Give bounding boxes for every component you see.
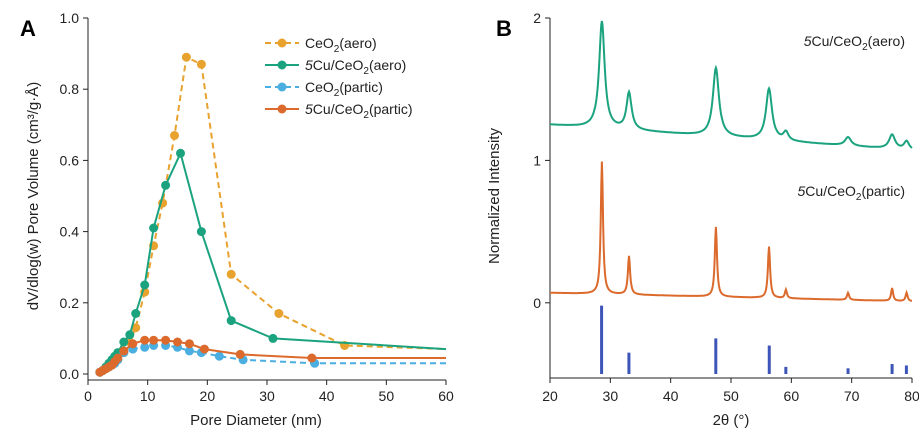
- panel-b-y-tick-label: 1: [533, 152, 541, 168]
- panel-b-y-tick-label: 0: [533, 295, 541, 311]
- panel-a-y-tick-label: 0.6: [60, 152, 80, 168]
- legend-entry-label: CeO2(aero): [305, 35, 377, 55]
- panel-a-data-point: [235, 349, 245, 359]
- panel-a-data-point: [196, 59, 206, 69]
- panel-a-x-tick-label: 10: [140, 388, 156, 404]
- panel-a-y-tick-label: 0.2: [60, 295, 80, 311]
- panel-a-chart: A 0 10 20 30 40 50 60 0.0 0.2 0.4 0.6 0.8 1.0 Pore …: [20, 10, 454, 429]
- panel-a-y-tick-label: 0.8: [60, 81, 80, 97]
- panel-b-chart: B 20 30 40 50 60 70 80 0 1 2 2θ (°) Normalized I…: [486, 10, 919, 429]
- panel-a-data-point: [119, 346, 129, 356]
- panel-b-x-tick-label: 60: [784, 388, 800, 404]
- panel-a-data-point: [161, 180, 171, 190]
- panel-a-y-axis-title: dV/dlog(w) Pore Volume (cm³/g·Å): [25, 82, 42, 310]
- panel-a-x-tick-label: 30: [259, 388, 275, 404]
- legend-entry-label: 5Cu/CeO2(partic): [305, 101, 413, 121]
- panel-a-data-point: [176, 148, 185, 158]
- panel-b-x-tick-label: 50: [723, 388, 739, 404]
- panel-b-x-tick-label: 20: [542, 388, 558, 404]
- panel-a-data-point: [184, 339, 194, 349]
- panel-a-data-point: [199, 344, 209, 354]
- panel-a-x-tick-label: 60: [438, 388, 454, 404]
- panel-a-data-point: [184, 346, 194, 356]
- panel-a-data-point: [149, 223, 159, 233]
- panel-a-data-point: [149, 335, 159, 345]
- panel-a-y-tick-label: 0.4: [60, 224, 80, 240]
- panel-a-data-point: [140, 335, 150, 345]
- panel-a-data-point: [113, 353, 123, 363]
- panel-b-y-tick-label: 2: [533, 10, 541, 26]
- panel-a-data-point: [119, 337, 129, 347]
- panel-b-x-tick-label: 70: [844, 388, 860, 404]
- legend-swatch-marker: [277, 60, 287, 70]
- panel-a-data-point: [173, 337, 182, 347]
- panel-a-data-point: [226, 316, 236, 326]
- panel-a-data-point: [140, 342, 150, 352]
- panel-a-data-point: [161, 335, 171, 345]
- panel-a-data-point: [274, 309, 284, 318]
- panel-a-x-tick-label: 0: [84, 388, 92, 404]
- panel-a-x-axis: 0 10 20 30 40 50 60: [84, 380, 454, 404]
- panel-a-data-point: [125, 330, 135, 340]
- panel-a-legend: CeO2(aero)5Cu/CeO2(aero)CeO2(partic)5Cu/…: [265, 35, 413, 121]
- panel-a-x-tick-label: 20: [200, 388, 216, 404]
- xrd-pattern-line: [550, 20, 913, 149]
- legend-swatch-marker: [277, 104, 287, 114]
- legend-swatch-marker: [277, 38, 287, 48]
- panel-b-x-axis-title: 2θ (°): [713, 412, 750, 429]
- panel-b-y-axis-title: Normalized Intensity: [486, 128, 503, 264]
- panel-a-data-point: [226, 269, 236, 279]
- panel-b-x-tick-label: 30: [603, 388, 619, 404]
- panel-a-data-point: [140, 280, 150, 290]
- legend-entry-label: 5Cu/CeO2(aero): [305, 57, 406, 77]
- panel-a-data-point: [131, 323, 141, 333]
- panel-a-series: [95, 335, 446, 377]
- panel-b-annotations: 5Cu/CeO2(aero) 5Cu/CeO2(partic): [798, 33, 906, 203]
- panel-b-y-axis: 0 1 2: [533, 10, 550, 311]
- panel-a-data-point: [131, 309, 141, 318]
- panel-a-x-tick-label: 50: [379, 388, 395, 404]
- panel-a-data-point: [170, 131, 179, 140]
- panel-b-letter: B: [496, 16, 512, 41]
- panel-b-x-axis: 20 30 40 50 60 70 80: [542, 378, 919, 404]
- panel-a-data-point: [214, 351, 224, 361]
- panel-a-data-point: [181, 52, 191, 62]
- panel-a-data-point: [268, 333, 278, 343]
- panel-b-x-tick-label: 40: [663, 388, 679, 404]
- panel-a-y-tick-label: 1.0: [60, 10, 80, 26]
- panel-a-y-axis: 0.0 0.2 0.4 0.6 0.8 1.0: [60, 10, 88, 382]
- panel-a-plot-area: [87, 18, 447, 381]
- panel-a-data-point: [307, 353, 317, 363]
- pattern-label-aero: 5Cu/CeO2(aero): [804, 33, 905, 53]
- panel-a-letter: A: [20, 16, 36, 41]
- panel-a-data-point: [196, 227, 206, 237]
- pattern-label-partic: 5Cu/CeO2(partic): [798, 183, 906, 203]
- legend-swatch-marker: [277, 82, 287, 92]
- panel-a-x-tick-label: 40: [319, 388, 335, 404]
- panel-a-y-tick-label: 0.0: [60, 366, 80, 382]
- legend-entry-label: CeO2(partic): [305, 79, 383, 99]
- xrd-pattern-line: [550, 161, 913, 302]
- panel-a-x-axis-title: Pore Diameter (nm): [190, 412, 322, 429]
- panel-b-x-tick-label: 80: [904, 388, 919, 404]
- panel-a-data-point: [128, 339, 138, 349]
